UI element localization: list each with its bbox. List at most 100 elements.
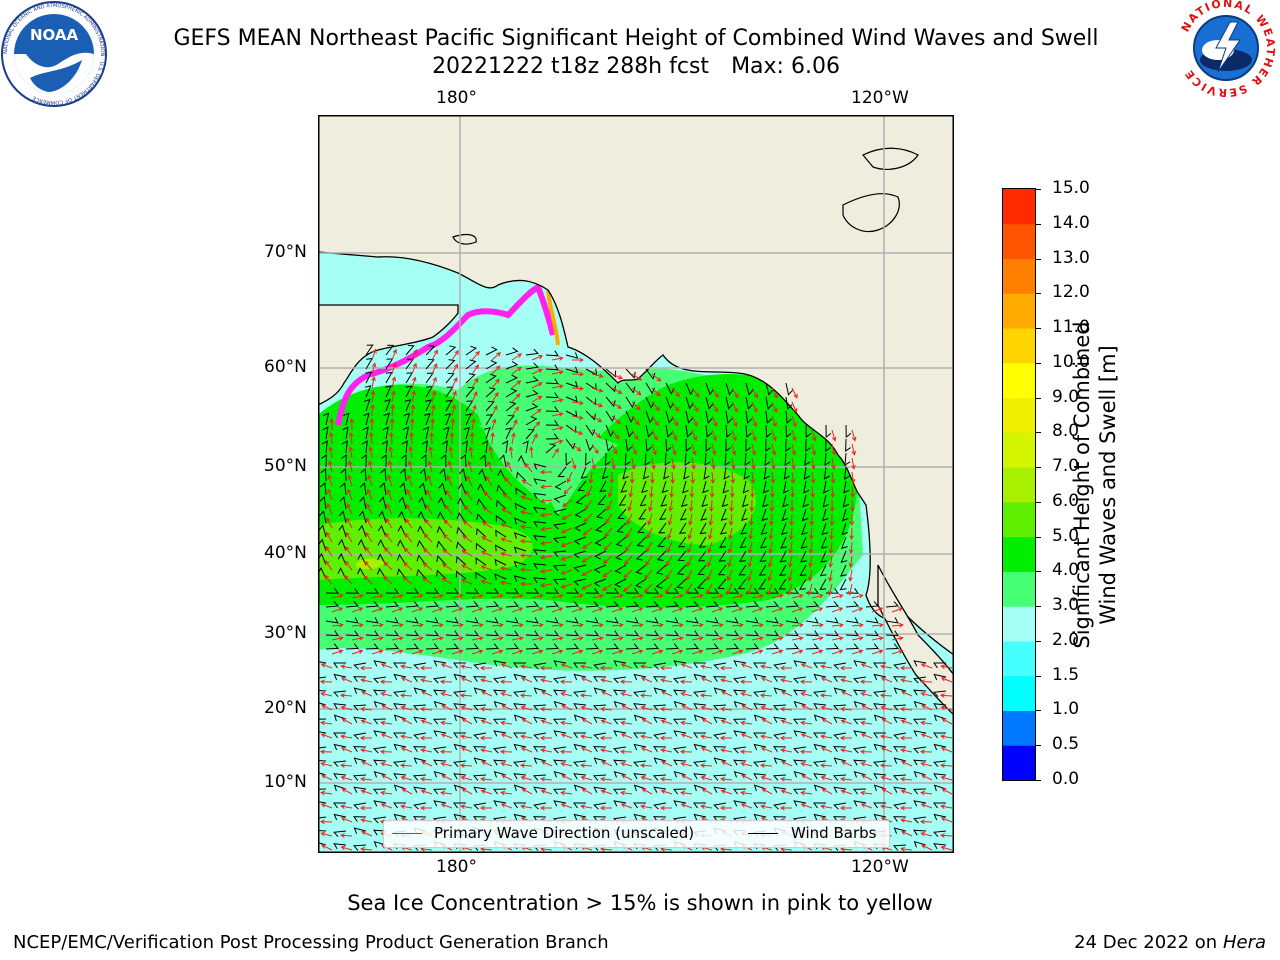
wave-arrow [460, 804, 473, 809]
wave-arrow [859, 749, 873, 755]
wind-barb [633, 773, 647, 780]
wind-barb [832, 774, 847, 781]
wind-barb [333, 662, 346, 669]
wave-arrow [580, 804, 593, 809]
wave-arrow [707, 555, 713, 568]
colorbar-band [1003, 710, 1035, 746]
wave-arrow [769, 513, 774, 527]
wind-barb [685, 396, 694, 410]
sea-ice-bering [335, 282, 556, 426]
wind-barb [833, 786, 847, 793]
wave-arrow [921, 774, 933, 781]
wave-arrow [560, 733, 573, 739]
wind-barb [437, 496, 447, 510]
colorbar-tick-mark [1035, 223, 1041, 225]
wave-arrow [561, 527, 573, 534]
wind-barb [633, 673, 647, 681]
wind-barb [573, 784, 587, 792]
wave-arrow [431, 376, 437, 389]
wave-arrow [639, 763, 653, 768]
wind-barb [805, 630, 819, 637]
wave-arrow [651, 429, 658, 441]
wind-barb [433, 660, 447, 667]
wind-barb [745, 617, 759, 624]
wind-barb [365, 617, 379, 624]
colorbar-tick-mark [1035, 606, 1041, 608]
wave-arrow [580, 676, 593, 683]
wind-barb [893, 676, 907, 682]
wind-barb [353, 816, 367, 822]
wave-arrow [441, 563, 453, 571]
wave-arrow [461, 564, 473, 571]
wind-barb [525, 402, 539, 412]
wind-barb [372, 788, 387, 795]
wind-barb [625, 424, 634, 438]
wind-barb [620, 480, 628, 493]
colorbar-band [1003, 362, 1035, 399]
wind-barb [432, 788, 447, 795]
wave-arrow [400, 804, 413, 809]
wind-barb [436, 540, 447, 552]
wind-barb [383, 412, 390, 426]
wind-barb [825, 643, 840, 650]
wave-arrow [651, 401, 660, 412]
wave-arrow [403, 547, 413, 557]
wind-barb [472, 704, 487, 711]
wave-arrow [801, 774, 813, 781]
wave-arrow [860, 720, 873, 726]
wind-barb [753, 673, 767, 681]
wave-arrow [560, 691, 573, 697]
wind-barb [505, 643, 520, 650]
wave-arrow [540, 498, 553, 504]
wave-arrow [391, 362, 397, 375]
wave-arrow [591, 593, 604, 599]
wave-arrow [491, 418, 497, 431]
wave-arrow [347, 460, 353, 473]
wave-arrow [620, 663, 633, 669]
wave-arrow [561, 774, 573, 781]
wind-barb [373, 700, 387, 708]
wave-arrow [581, 788, 593, 795]
wind-barb [676, 564, 687, 575]
wind-barb [533, 676, 547, 682]
wave-arrow [661, 690, 673, 697]
wind-barb [476, 527, 487, 538]
wind-barb [605, 643, 620, 650]
wind-barb [740, 522, 748, 535]
wind-barb [453, 714, 467, 722]
wave-arrow [727, 555, 733, 568]
wave-arrow [451, 593, 464, 599]
wind-barb [353, 802, 367, 810]
wind-barb [673, 660, 687, 667]
wave-arrow [371, 622, 384, 628]
wave-arrow [739, 679, 753, 685]
wave-arrow [411, 390, 416, 403]
wind-barb [663, 466, 670, 480]
wave-arrow [366, 503, 373, 515]
wind-barb [733, 746, 747, 754]
wave-arrow [780, 706, 793, 712]
wave-arrow [600, 748, 613, 753]
wave-arrow [941, 788, 953, 795]
lat-label-30n: 30°N [264, 623, 307, 643]
wind-barb [425, 399, 432, 412]
wind-barb [773, 746, 787, 752]
wave-arrow [840, 776, 853, 782]
wind-barb [416, 554, 427, 566]
wind-barb [345, 588, 359, 594]
wind-barb [842, 508, 849, 522]
wave-arrow [540, 582, 553, 588]
wave-arrow [851, 457, 856, 470]
wave-arrow [420, 719, 433, 725]
wind-barb [436, 525, 447, 538]
wave-arrow [481, 690, 493, 697]
wind-barb [778, 578, 787, 590]
wind-barb [493, 770, 507, 778]
wind-barb [453, 703, 467, 710]
wave-arrow [660, 789, 673, 795]
wind-barb [843, 466, 850, 480]
wave-arrow [369, 417, 375, 431]
wave-arrow [508, 446, 514, 459]
wave-arrow [839, 665, 852, 671]
wind-barb [842, 494, 850, 508]
